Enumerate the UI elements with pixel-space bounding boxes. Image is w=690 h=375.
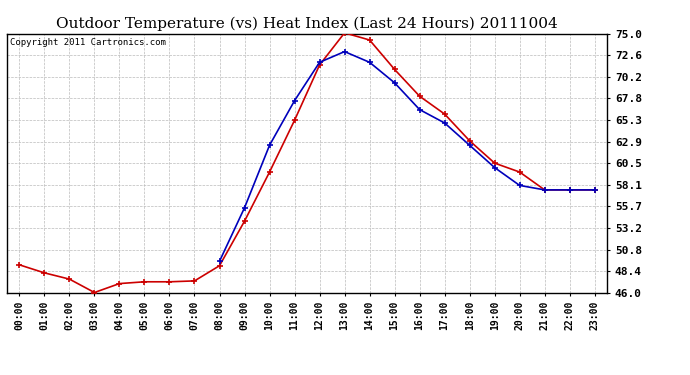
Text: Copyright 2011 Cartronics.com: Copyright 2011 Cartronics.com [10, 38, 166, 46]
Title: Outdoor Temperature (vs) Heat Index (Last 24 Hours) 20111004: Outdoor Temperature (vs) Heat Index (Las… [56, 17, 558, 31]
